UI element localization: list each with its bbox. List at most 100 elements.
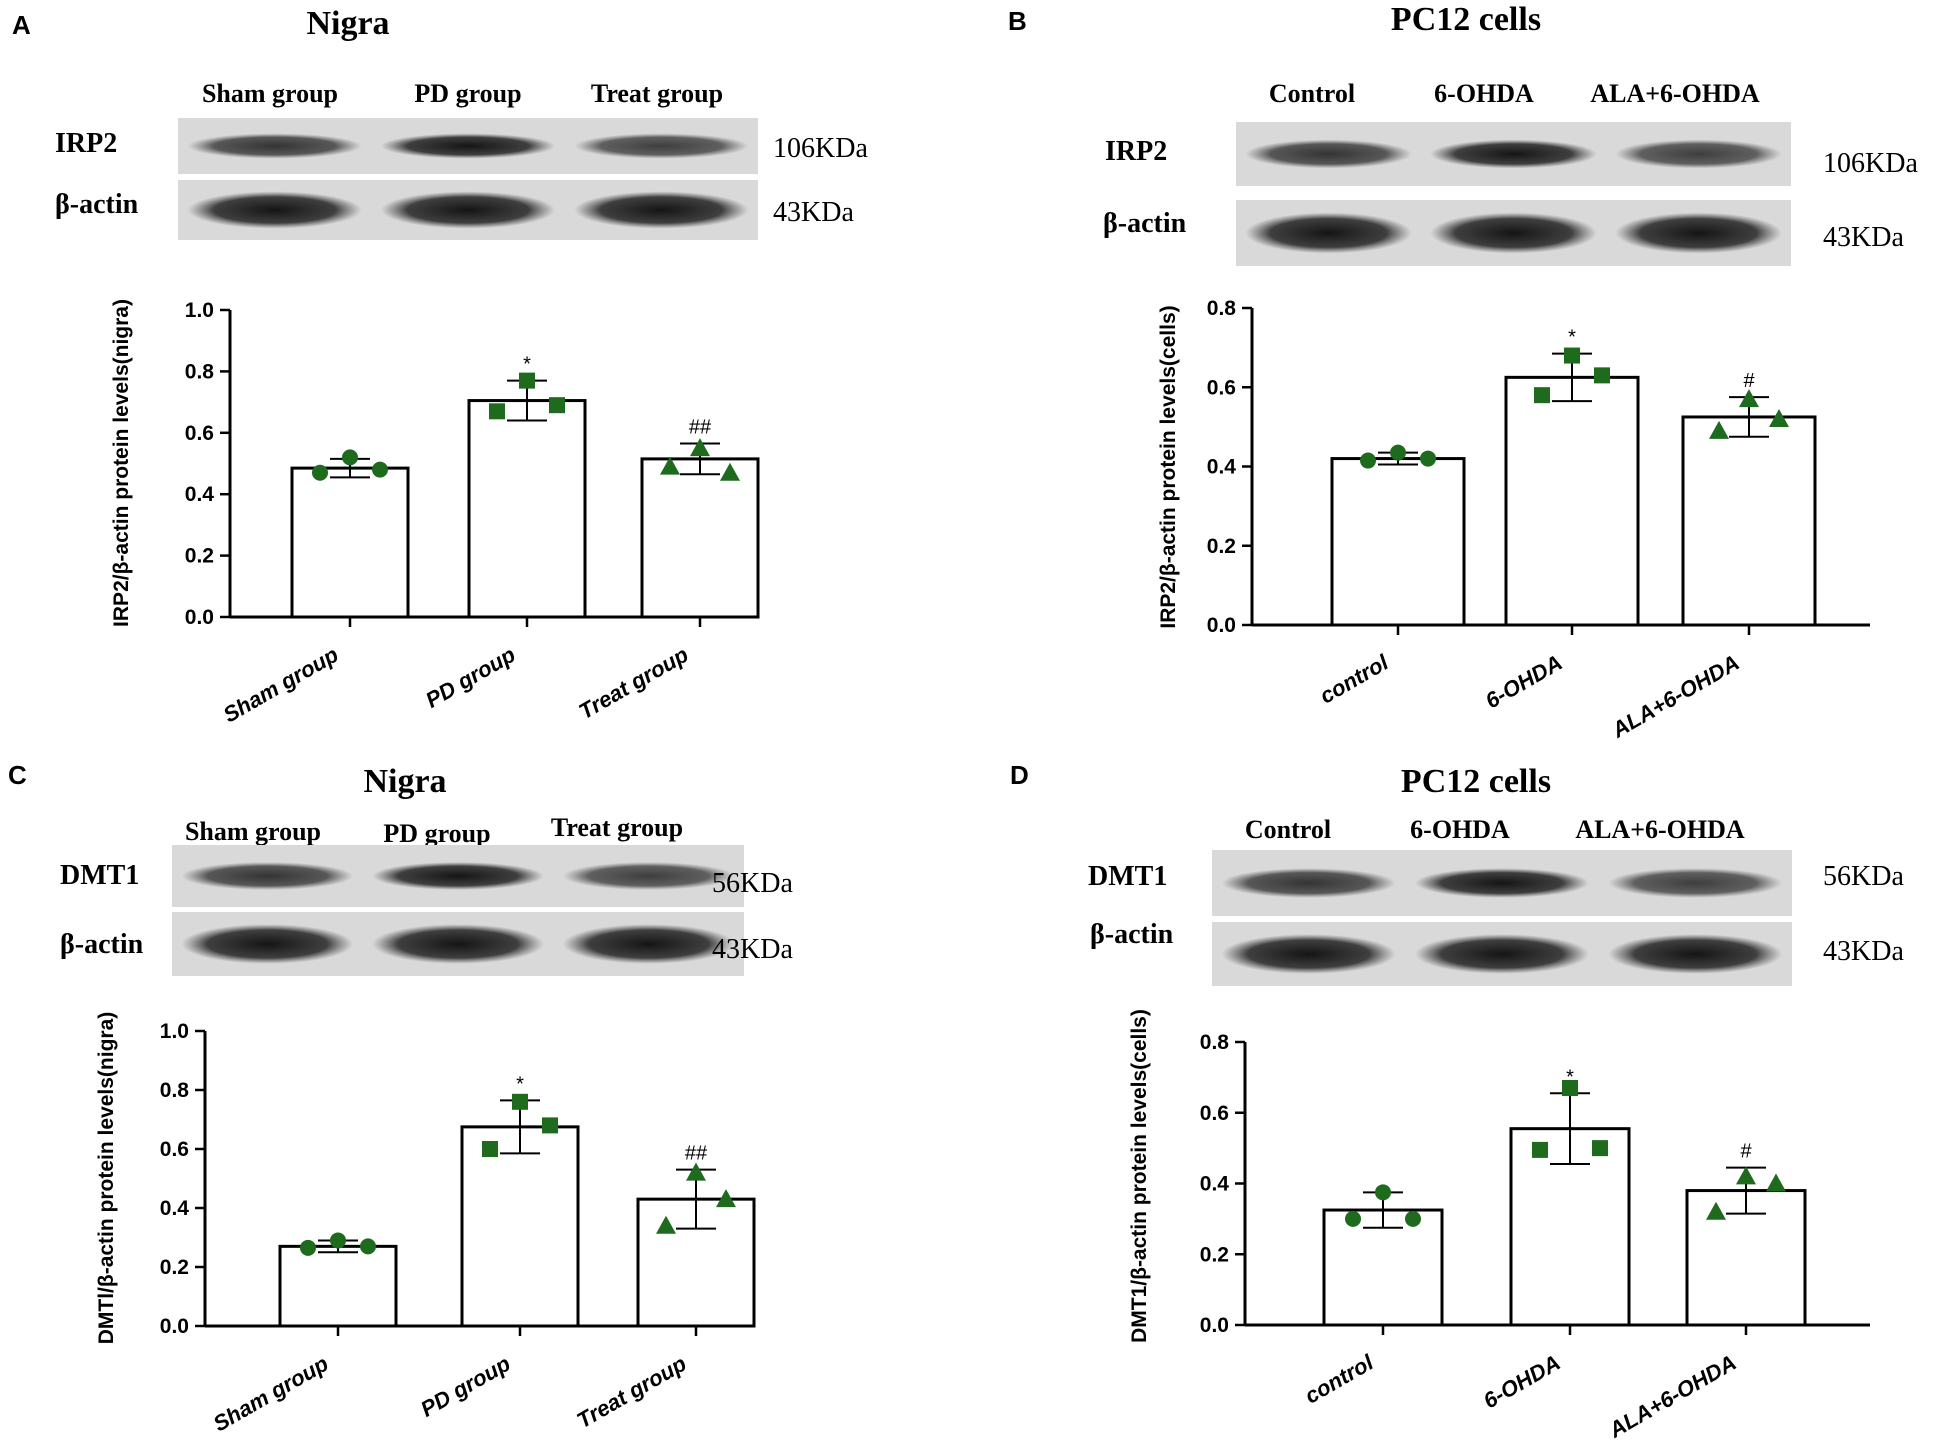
x-category-label: Treat group — [574, 642, 692, 725]
blot-band — [181, 924, 354, 964]
data-point — [1706, 1201, 1726, 1220]
panel-letter: C — [8, 760, 27, 790]
panel-C: C Nigra Sham group PD group Treat group DMT1 5… — [8, 760, 793, 1437]
y-tick-label: 0.8 — [1200, 1031, 1230, 1054]
blot-band — [574, 133, 749, 159]
protein-label: IRP2 — [55, 128, 117, 159]
y-axis-label: IRP2/β-actin protein levels(cells) — [1157, 305, 1180, 628]
data-point — [1736, 1166, 1756, 1185]
panel-letter: B — [1008, 6, 1027, 36]
panel-letter: D — [1010, 760, 1029, 790]
protein-label: DMT1 — [60, 860, 139, 891]
data-point — [519, 372, 535, 389]
data-point — [1405, 1210, 1421, 1227]
significance-label: # — [1743, 370, 1755, 392]
lane-label: Control — [1245, 815, 1331, 844]
significance-label: # — [1740, 1141, 1752, 1163]
y-tick-label: 0.0 — [160, 1315, 189, 1338]
data-point — [1769, 408, 1789, 427]
data-point — [482, 1141, 498, 1157]
y-tick-label: 0.8 — [160, 1079, 190, 1102]
y-tick-label: 0.8 — [1207, 297, 1237, 320]
significance-label: * — [523, 354, 531, 376]
significance-label: * — [1568, 327, 1576, 349]
data-point — [1360, 452, 1376, 469]
bar — [467, 399, 587, 619]
blot-band — [187, 191, 362, 229]
protein-label: DMT1 — [1088, 861, 1167, 892]
lane-label: Treat group — [591, 79, 723, 108]
data-point — [1562, 1079, 1578, 1096]
lane-label: Sham group — [185, 817, 321, 846]
y-tick-label: 1.0 — [160, 1020, 189, 1043]
data-point — [489, 403, 505, 420]
kda-label: 43KDa — [1823, 222, 1904, 253]
kda-label: 43KDa — [1823, 936, 1904, 967]
data-point — [1420, 450, 1436, 467]
data-point — [1532, 1141, 1548, 1158]
data-point — [512, 1093, 528, 1110]
data-point — [1592, 1140, 1608, 1157]
lane-label: PD group — [383, 819, 490, 848]
y-tick-label: 0.4 — [1207, 456, 1237, 479]
significance-label: ## — [685, 1143, 708, 1165]
data-point — [372, 461, 388, 478]
data-point — [1375, 1184, 1391, 1201]
x-category-label: 6-OHDA — [1479, 1350, 1565, 1414]
y-axis-label: DMTl/β-actin protein levels(nigra) — [95, 1012, 118, 1345]
y-tick-label: 0.0 — [1200, 1314, 1229, 1337]
y-tick-label: 0.6 — [1200, 1102, 1229, 1125]
lane-label: Sham group — [202, 79, 338, 108]
panel-title: PC12 cells — [1401, 763, 1551, 800]
data-point — [690, 438, 710, 457]
lane-label: ALA+6-OHDA — [1590, 79, 1760, 108]
panel-letter: A — [12, 10, 31, 40]
kda-label: 56KDa — [1823, 861, 1904, 892]
y-tick-label: 0.0 — [1207, 614, 1236, 637]
lane-label: Treat group — [551, 813, 683, 842]
y-tick-label: 0.2 — [1200, 1243, 1229, 1266]
blot-band — [1221, 934, 1396, 974]
protein-label: β-actin — [55, 189, 139, 220]
bar — [278, 1244, 398, 1328]
panel-B: B PC12 cells Control 6-OHDA ALA+6-OHDA IRP2 10… — [1008, 1, 1918, 743]
y-tick-label: 0.6 — [1207, 376, 1236, 399]
kda-label: 43KDa — [712, 934, 793, 965]
data-point — [720, 462, 740, 481]
blot-band — [562, 924, 735, 964]
x-category-label: Sham group — [219, 642, 343, 728]
y-tick-label: 1.0 — [185, 299, 214, 322]
panel-title: Nigra — [306, 5, 389, 42]
blot-band — [1415, 934, 1589, 974]
y-tick-label: 0.6 — [160, 1138, 189, 1161]
y-tick-label: 0.6 — [185, 422, 214, 445]
y-tick-label: 0.2 — [160, 1256, 189, 1279]
y-tick-label: 0.0 — [185, 606, 214, 629]
x-category-label: ALA+6-OHDA — [1607, 650, 1744, 743]
data-point — [1345, 1210, 1361, 1227]
x-category-label: ALA+6-OHDA — [1604, 1350, 1741, 1443]
data-point — [549, 397, 565, 414]
bar — [640, 457, 760, 619]
kda-label: 106KDa — [773, 133, 868, 164]
data-point — [342, 449, 358, 466]
blot-band — [1615, 212, 1782, 254]
lane-label: PD group — [414, 79, 521, 108]
significance-label: * — [1566, 1066, 1574, 1088]
y-axis-label: DMT1/β-actin protein levels(cells) — [1128, 1009, 1151, 1343]
blot-band — [187, 133, 362, 159]
data-point — [1390, 444, 1406, 461]
data-point — [330, 1232, 346, 1249]
blot-band — [372, 924, 544, 964]
significance-label: * — [516, 1073, 524, 1095]
bar — [1504, 375, 1640, 627]
x-category-label: 6-OHDA — [1481, 650, 1567, 714]
x-category-label: PD group — [421, 642, 519, 713]
data-point — [660, 456, 680, 475]
blot-band — [1615, 139, 1782, 169]
bar — [1322, 1208, 1444, 1327]
y-tick-label: 0.8 — [185, 360, 215, 383]
blot-band — [1245, 139, 1412, 169]
y-tick-label: 0.2 — [185, 545, 214, 568]
